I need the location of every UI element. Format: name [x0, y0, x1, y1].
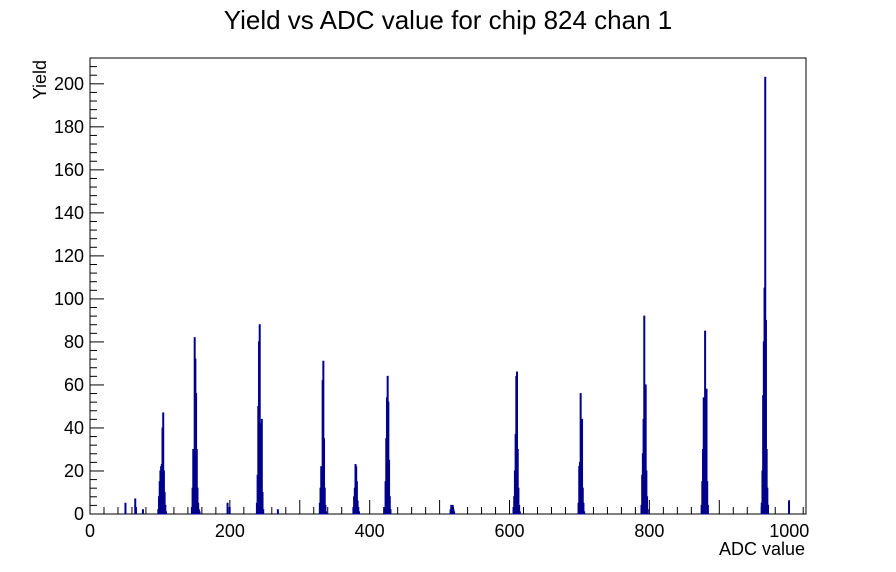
histogram-bin [583, 511, 586, 515]
histogram-bin [788, 500, 791, 515]
y-tick-label: 0 [74, 504, 84, 524]
histogram-bin [358, 511, 360, 515]
y-tick-label: 80 [64, 332, 84, 352]
plot-frame [89, 57, 807, 515]
y-tick-label: 40 [64, 418, 84, 438]
x-tick-label: 400 [355, 521, 385, 541]
x-tick-label: 800 [634, 521, 664, 541]
y-tick-label: 120 [54, 246, 84, 266]
histogram-bin [767, 504, 770, 515]
histogram-bins [124, 76, 791, 515]
histogram-bin [325, 511, 328, 515]
y-axis-label: Yield [30, 60, 50, 99]
histogram-bin [262, 509, 265, 515]
y-tick-label: 200 [54, 74, 84, 94]
histogram-bin [228, 507, 231, 515]
y-tick-label: 60 [64, 375, 84, 395]
histogram-bin [706, 504, 709, 515]
y-tick-label: 160 [54, 160, 84, 180]
histogram-bin [124, 502, 127, 515]
chart-title: Yield vs ADC value for chip 824 chan 1 [224, 5, 673, 35]
histogram-bin [198, 511, 201, 515]
histogram-bin [453, 511, 456, 515]
y-tick-label: 20 [64, 461, 84, 481]
y-axis: 0 20 40 60 80 100 120 140 160 180 200 [54, 57, 104, 524]
histogram-bin [389, 509, 392, 515]
x-axis-label: ADC value [719, 539, 805, 559]
y-tick-label: 140 [54, 203, 84, 223]
histogram-bin [134, 507, 137, 515]
histogram-bin [276, 509, 279, 515]
x-tick-label: 0 [85, 521, 95, 541]
histogram-bin [646, 509, 649, 515]
histogram-bin [518, 511, 521, 515]
y-tick-label: 100 [54, 289, 84, 309]
y-tick-label: 180 [54, 117, 84, 137]
histogram-bin [165, 511, 168, 515]
plot-border [89, 57, 807, 515]
histogram-bin [141, 509, 144, 515]
x-tick-label: 600 [495, 521, 525, 541]
histogram-bin [226, 502, 229, 515]
x-tick-label: 200 [215, 521, 245, 541]
x-tick-label: 1000 [769, 521, 809, 541]
